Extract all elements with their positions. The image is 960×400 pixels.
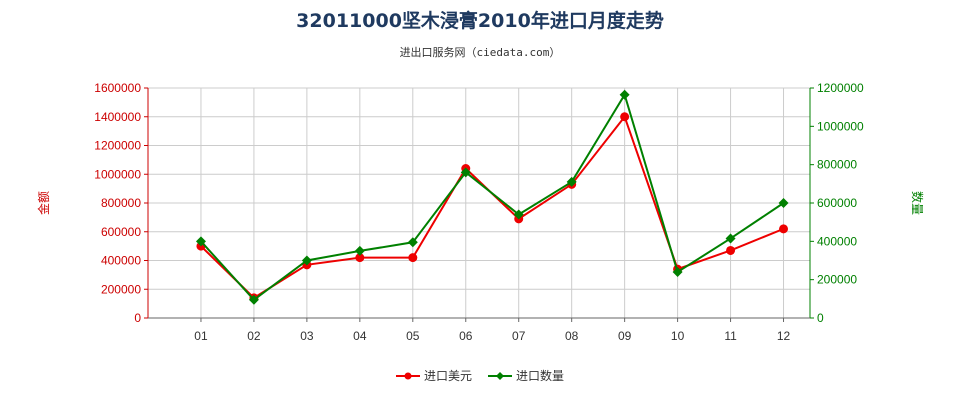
legend: 进口美元 进口数量	[396, 368, 564, 383]
right-axis-tick-label: 800000	[817, 158, 857, 172]
right-axis-tick-label: 1200000	[817, 81, 864, 95]
left-axis-tick-label: 200000	[101, 282, 141, 296]
series-2-point	[248, 294, 259, 305]
left-axis-tick-label: 0	[134, 311, 141, 325]
series-2-point	[460, 167, 471, 178]
series-1-point	[779, 224, 789, 234]
right-axis-title: 数量	[910, 191, 925, 215]
left-axis-tick-label: 600000	[101, 225, 141, 239]
x-axis-tick-label: 08	[565, 329, 579, 343]
series-2-point	[778, 198, 789, 208]
x-axis-tick-label: 12	[777, 329, 791, 343]
series-2-line	[200, 92, 785, 302]
x-axis-tick-label: 03	[300, 329, 314, 343]
left-axis-tick-label: 1000000	[94, 167, 141, 181]
x-axis-tick-label: 04	[353, 329, 367, 343]
left-axis-tick-label: 800000	[101, 196, 141, 210]
legend-series-2-marker	[496, 372, 504, 380]
series-2-point	[301, 255, 312, 266]
left-axis: 0 200000 400000 600000 800000 1000000 1200000 1…	[94, 81, 149, 325]
left-axis-tick-label: 1400000	[94, 110, 141, 124]
right-axis-tick-label: 0	[817, 311, 824, 325]
right-axis-tick-label: 600000	[817, 196, 857, 210]
legend-series-1-marker	[404, 372, 412, 380]
x-axis-tick-label: 07	[512, 329, 526, 343]
x-axis-tick-label: 06	[459, 329, 473, 343]
right-axis-tick-label: 200000	[817, 273, 857, 287]
left-axis-tick-label: 400000	[101, 254, 141, 268]
x-axis-tick-label: 05	[406, 329, 420, 343]
x-axis-tick-label: 02	[247, 329, 261, 343]
chart-title: 32011000坚木浸膏2010年进口月度走势	[296, 9, 664, 32]
right-axis-tick-label: 400000	[817, 234, 857, 248]
series-2-point	[195, 236, 206, 247]
series-2-point	[354, 245, 365, 256]
chart-subtitle: 进出口服务网（ciedata.com）	[400, 45, 561, 59]
plot-area: 0 200000 400000 600000 800000 1000000 1200000 1…	[94, 81, 864, 343]
series-1-point	[355, 253, 365, 263]
series-2-point	[672, 267, 683, 277]
right-axis-tick-label: 1000000	[817, 119, 864, 133]
legend-series-2-label: 进口数量	[516, 368, 564, 383]
right-axis: 0 200000 400000 600000 800000 1000000 1200000	[809, 81, 864, 325]
series-2-point	[407, 237, 418, 248]
series-2-point	[619, 89, 630, 100]
left-axis-tick-label: 1600000	[94, 81, 141, 95]
legend-series-1-label: 进口美元	[424, 369, 472, 383]
series-1-point	[620, 112, 630, 122]
series-2-point	[513, 209, 524, 220]
series-layer	[195, 89, 789, 305]
series-2-point	[725, 233, 736, 244]
x-axis: 01 02 03 04 05 06 07 08 09 10 11 12	[148, 317, 810, 343]
left-axis-tick-label: 1200000	[94, 139, 141, 153]
series-1-point	[408, 253, 418, 263]
series-1-point	[726, 245, 736, 255]
series-2-point	[566, 176, 577, 187]
x-axis-tick-label: 11	[724, 329, 737, 343]
x-axis-tick-label: 10	[671, 329, 685, 343]
x-axis-tick-label: 09	[618, 329, 632, 343]
x-axis-tick-label: 01	[194, 329, 208, 343]
left-axis-title: 金额	[36, 191, 51, 215]
